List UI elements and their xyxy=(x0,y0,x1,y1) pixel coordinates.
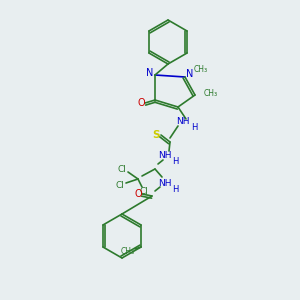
Text: CH₃: CH₃ xyxy=(194,64,208,74)
Text: CH₃: CH₃ xyxy=(121,247,135,256)
Text: S: S xyxy=(152,130,160,140)
Text: H: H xyxy=(172,184,178,194)
Text: Cl: Cl xyxy=(116,181,124,190)
Text: N: N xyxy=(186,69,194,79)
Text: O: O xyxy=(137,98,145,108)
Text: Cl: Cl xyxy=(140,187,148,196)
Text: N: N xyxy=(146,68,154,78)
Text: H: H xyxy=(172,157,178,166)
Text: CH₃: CH₃ xyxy=(204,89,218,98)
Text: O: O xyxy=(134,189,142,199)
Text: NH: NH xyxy=(176,118,190,127)
Text: NH: NH xyxy=(158,178,172,188)
Text: NH: NH xyxy=(158,152,172,160)
Text: H: H xyxy=(191,122,197,131)
Text: Cl: Cl xyxy=(118,166,126,175)
